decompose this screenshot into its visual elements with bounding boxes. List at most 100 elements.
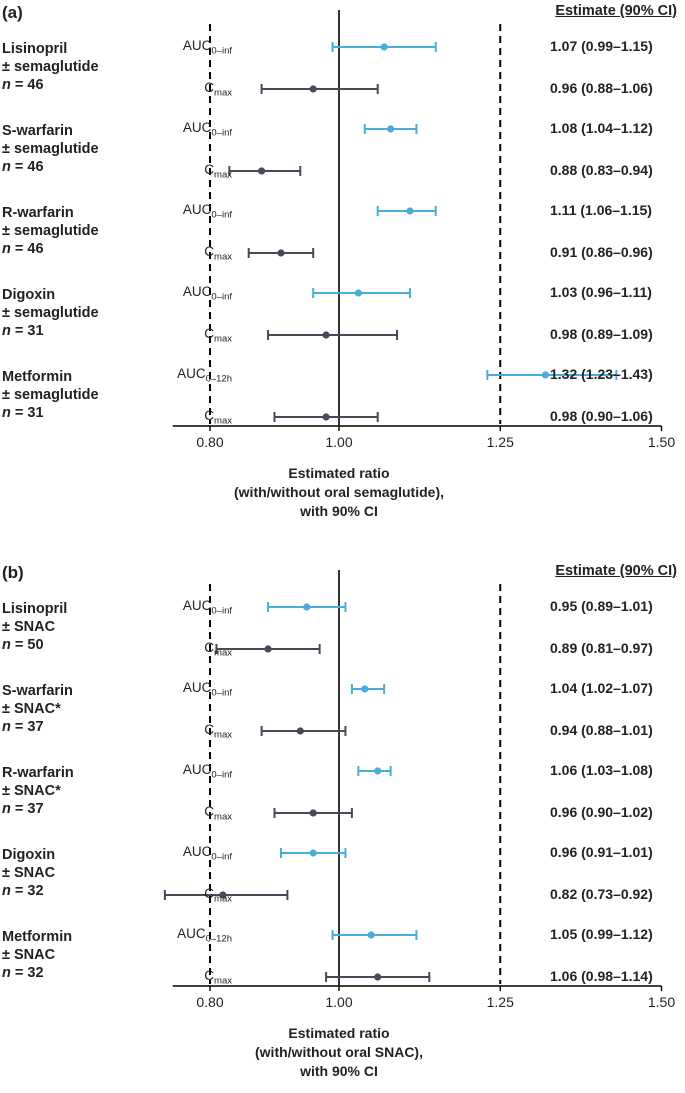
metric-name: AUC xyxy=(177,366,206,381)
drug-label: S-warfarin ± SNAC* n = 37 xyxy=(2,682,73,736)
point-estimate xyxy=(367,931,375,939)
metric-name: AUC xyxy=(182,202,212,217)
n-value: = 46 xyxy=(14,77,44,93)
metric-subscript: 0–inf xyxy=(211,851,232,863)
metric-label: AUC0–inf xyxy=(183,202,232,221)
panel-label: (a) xyxy=(2,3,23,22)
drug-label: Lisinopril ± SNAC n = 50 xyxy=(2,600,67,654)
metric-subscript: max xyxy=(214,333,232,345)
estimate-value: 0.94 (0.88–1.01) xyxy=(550,722,653,738)
metric-name: C xyxy=(204,408,215,423)
drug-name: Lisinopril xyxy=(2,41,68,57)
point-estimate xyxy=(541,371,550,379)
n-label: n xyxy=(2,883,11,899)
metric-name: AUC xyxy=(182,762,212,777)
metric-name: C xyxy=(204,244,215,259)
n-value: = 31 xyxy=(14,323,44,339)
metric-label: AUC0–inf xyxy=(183,844,232,863)
x-tick-label: 1.00 xyxy=(325,434,353,450)
metric-name: AUC xyxy=(182,680,212,695)
n-value: = 32 xyxy=(14,965,44,981)
x-axis-label-line: Estimated ratio xyxy=(288,465,390,481)
comparison-label: ± semaglutide xyxy=(2,387,99,403)
forest-panel-b: (b) Estimate (90% CI) 0.80 1.00 1.25 1.50 Esti… xyxy=(0,560,685,1093)
metric-subscript: max xyxy=(214,415,232,427)
x-tick-label: 1.50 xyxy=(647,434,676,450)
x-axis-label-line: (with/without oral semaglutide), xyxy=(234,484,444,500)
metric-label: Cmax xyxy=(204,244,232,263)
n-value: = 37 xyxy=(14,719,44,735)
point-estimate xyxy=(354,289,362,297)
metric-subscript: 0–inf xyxy=(211,45,232,57)
point-estimate xyxy=(406,207,414,215)
metric-subscript: 0–inf xyxy=(211,291,232,303)
n-label: n xyxy=(2,719,11,735)
metric-subscript: max xyxy=(214,893,232,905)
x-axis-label-line: Estimated ratio xyxy=(288,1025,390,1041)
metric-subscript: 0–inf xyxy=(211,127,232,139)
metric-subscript: 0–inf xyxy=(211,769,232,781)
estimate-header: Estimate (90% CI) xyxy=(555,563,677,579)
metric-label: AUC0–12h xyxy=(177,926,232,945)
metric-name: C xyxy=(204,722,215,737)
drug-name: R-warfarin xyxy=(2,765,74,781)
point-estimate xyxy=(361,685,369,693)
estimate-value: 0.96 (0.91–1.01) xyxy=(550,844,653,860)
metric-name: C xyxy=(204,640,215,655)
metric-label: AUC0–inf xyxy=(183,120,232,139)
comparison-label: ± semaglutide xyxy=(2,59,99,75)
metric-label: Cmax xyxy=(204,162,232,181)
point-estimate xyxy=(219,891,227,899)
x-axis-label-line: with 90% CI xyxy=(300,503,378,519)
drug-name: R-warfarin xyxy=(2,205,74,221)
drug-label: Metformin ± SNAC n = 32 xyxy=(2,928,72,982)
metric-label: AUC0–inf xyxy=(183,762,232,781)
drug-name: S-warfarin xyxy=(2,683,73,699)
estimate-value: 0.98 (0.89–1.09) xyxy=(550,326,653,342)
metric-label: AUC0–12h xyxy=(177,366,232,385)
estimate-value: 0.98 (0.90–1.06) xyxy=(550,408,653,424)
metric-label: AUC0–inf xyxy=(183,598,232,617)
point-estimate xyxy=(309,809,317,817)
estimate-value: 0.91 (0.86–0.96) xyxy=(550,244,653,260)
panel-label: (b) xyxy=(2,563,24,582)
point-estimate xyxy=(309,849,317,857)
x-axis-label: Estimated ratio (with/without oral semagl… xyxy=(234,464,444,521)
metric-label: AUC0–inf xyxy=(183,284,232,303)
metric-label: Cmax xyxy=(204,326,232,345)
metric-label: Cmax xyxy=(204,408,232,427)
comparison-label: ± SNAC xyxy=(2,865,56,881)
x-axis-label: Estimated ratio (with/without oral SNAC),… xyxy=(255,1024,423,1081)
metric-subscript: max xyxy=(214,169,232,181)
drug-label: Digoxin ± semaglutide n = 31 xyxy=(2,286,99,340)
n-label: n xyxy=(2,965,11,981)
metric-label: Cmax xyxy=(204,722,232,741)
comparison-label: ± semaglutide xyxy=(2,223,99,239)
n-value: = 31 xyxy=(14,405,44,421)
metric-name: C xyxy=(204,968,215,983)
metric-name: AUC xyxy=(182,38,212,53)
forest-plot-svg xyxy=(172,10,663,431)
metric-name: C xyxy=(204,162,215,177)
metric-label: AUC0–inf xyxy=(183,38,232,57)
forest-plot-svg xyxy=(163,570,663,991)
point-estimate xyxy=(387,125,395,133)
estimate-header: Estimate (90% CI) xyxy=(555,3,677,19)
estimate-value: 0.89 (0.81–0.97) xyxy=(550,640,653,656)
metric-subscript: max xyxy=(214,647,232,659)
metric-subscript: 0–inf xyxy=(211,209,232,221)
n-label: n xyxy=(2,323,11,339)
n-value: = 46 xyxy=(14,241,44,257)
estimate-value: 0.96 (0.90–1.02) xyxy=(550,804,653,820)
drug-label: Lisinopril ± semaglutide n = 46 xyxy=(2,40,99,94)
n-label: n xyxy=(2,159,11,175)
metric-subscript: 0–inf xyxy=(211,687,232,699)
metric-name: AUC xyxy=(182,598,212,613)
metric-subscript: max xyxy=(214,251,232,263)
drug-name: Digoxin xyxy=(2,847,56,863)
estimate-value: 1.03 (0.96–1.11) xyxy=(550,284,652,300)
point-estimate xyxy=(309,85,317,93)
metric-subscript: max xyxy=(214,811,232,823)
metric-name: AUC xyxy=(177,926,206,941)
point-estimate xyxy=(374,973,382,981)
